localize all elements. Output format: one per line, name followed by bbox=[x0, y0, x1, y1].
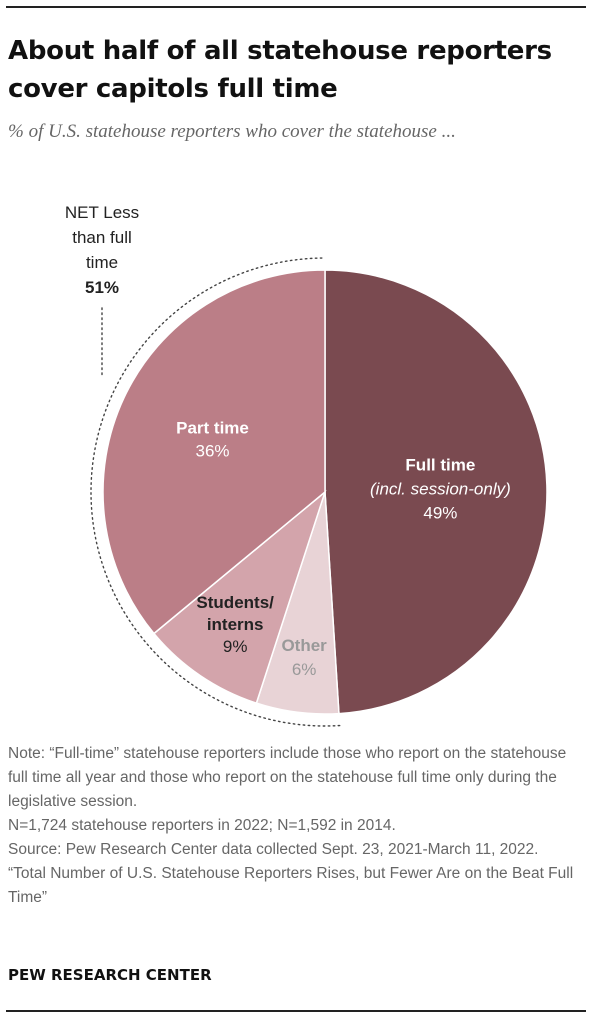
slice-value-label: 49% bbox=[423, 503, 457, 522]
net-value-label: 51% bbox=[85, 278, 119, 297]
slice-value-label: 9% bbox=[223, 637, 248, 656]
slice-label: Full time bbox=[405, 455, 475, 474]
net-annotation: NET Less than full time 51% bbox=[65, 203, 341, 727]
pie-slices bbox=[102, 269, 548, 715]
net-bracket-arc bbox=[90, 257, 341, 727]
notes: Note: “Full-time” statehouse reporters i… bbox=[8, 742, 588, 910]
slice-value-label: 6% bbox=[292, 660, 317, 679]
bottom-rule bbox=[6, 1010, 586, 1012]
slice-full-time bbox=[324, 269, 548, 715]
brand-logo-text: PEW RESEARCH CENTER bbox=[8, 966, 212, 984]
slice-label: Other bbox=[281, 636, 327, 655]
slice-label: (incl. session-only) bbox=[370, 479, 511, 498]
slice-label: Part time bbox=[176, 419, 249, 438]
top-rule bbox=[6, 6, 586, 8]
slice-part-time bbox=[102, 269, 326, 635]
slice-students-interns bbox=[152, 489, 327, 705]
note-text: Note: “Full-time” statehouse reporters i… bbox=[8, 745, 567, 810]
chart-subtitle: % of U.S. statehouse reporters who cover… bbox=[8, 121, 456, 142]
net-label: than full bbox=[72, 228, 132, 247]
chart-title: About half of all statehouse reporters c… bbox=[8, 36, 552, 104]
slice-value-label: 36% bbox=[195, 442, 229, 461]
net-label: time bbox=[86, 253, 118, 272]
sample-size-text: N=1,724 statehouse reporters in 2022; N=… bbox=[8, 817, 396, 834]
slice-label: interns bbox=[207, 615, 264, 634]
pie-chart: NET Less than full time 51% Full time (incl.… bbox=[65, 203, 548, 727]
source-text: Source: Pew Research Center data collect… bbox=[8, 841, 539, 858]
slice-label: Students/ bbox=[196, 593, 274, 612]
pie-labels: Full time (incl. session-only) 49% Other 6% S… bbox=[176, 419, 511, 680]
report-title-text: “Total Number of U.S. Statehouse Reporte… bbox=[8, 865, 574, 906]
net-label: NET Less bbox=[65, 203, 139, 222]
